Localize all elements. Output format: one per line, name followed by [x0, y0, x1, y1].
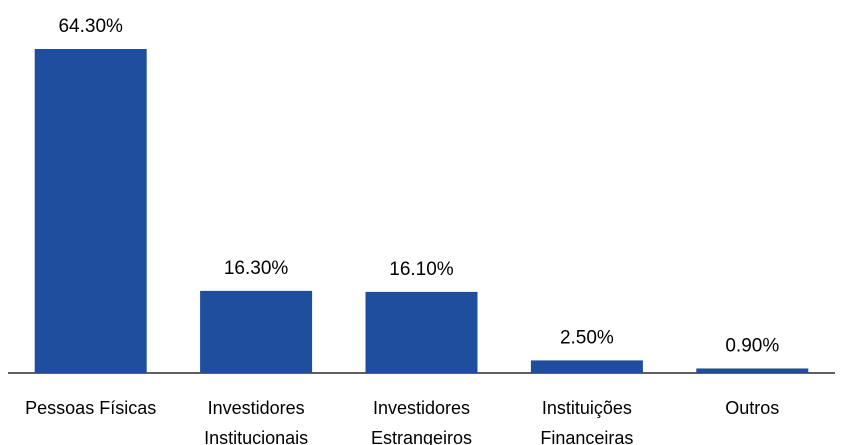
bar — [34, 49, 147, 373]
value-label: 64.30% — [58, 16, 123, 37]
value-label: 2.50% — [560, 327, 614, 348]
bar — [365, 291, 478, 373]
x-tick-label: Investidores Estrangeiros — [370, 398, 473, 445]
x-tick-label: Instituições Financeiras — [540, 398, 634, 445]
bar — [696, 368, 809, 373]
value-label: 16.10% — [389, 259, 454, 280]
x-tick-label: Outros — [725, 398, 780, 418]
x-tick-label: Investidores Institucionais — [204, 398, 309, 445]
value-label: 0.90% — [725, 335, 779, 356]
bar — [530, 360, 643, 373]
bar — [200, 290, 313, 373]
value-label: 16.30% — [224, 258, 289, 279]
x-tick-label: Pessoas Físicas — [25, 398, 157, 418]
